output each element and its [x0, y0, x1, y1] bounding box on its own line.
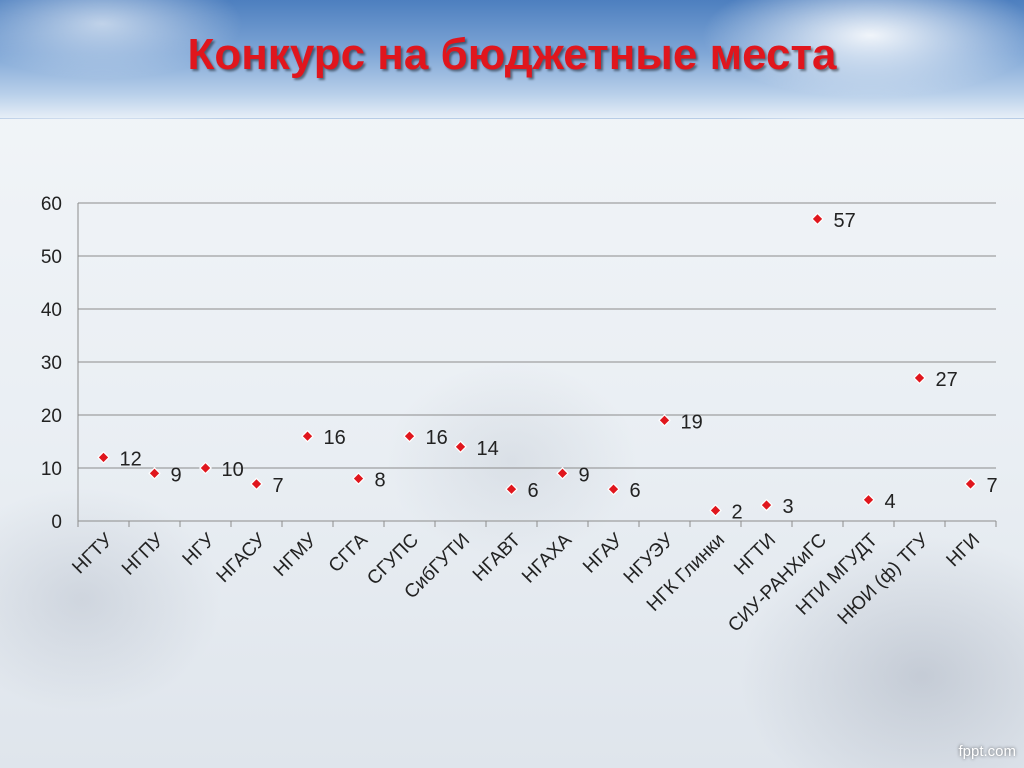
- x-category-label: НГМУ: [270, 529, 322, 581]
- x-category-label: НГУ: [179, 529, 220, 570]
- data-point: [913, 371, 926, 385]
- data-label: 7: [987, 475, 998, 497]
- y-tick-label: 0: [51, 512, 62, 533]
- data-label: 9: [579, 464, 590, 486]
- data-point: [760, 498, 773, 512]
- data-label: 2: [732, 501, 743, 523]
- header-band: [0, 0, 1024, 119]
- y-tick-label: 30: [41, 353, 62, 374]
- x-category-label: НГАСУ: [213, 529, 271, 587]
- data-label: 19: [681, 411, 703, 433]
- x-category-label: НГПУ: [118, 529, 169, 580]
- x-category-label: НГИ: [943, 530, 984, 571]
- data-label: 10: [222, 459, 244, 481]
- y-tick-label: 10: [41, 459, 62, 480]
- data-label: 6: [630, 480, 641, 502]
- data-point: [352, 472, 365, 485]
- data-label: 8: [375, 470, 386, 492]
- data-point: [301, 429, 314, 443]
- watermark: fppt.com: [958, 743, 1016, 760]
- data-point: [862, 493, 875, 507]
- x-category-label: СГГА: [325, 529, 372, 576]
- data-label: 12: [120, 448, 142, 470]
- y-tick-label: 50: [41, 247, 62, 268]
- y-tick-label: 40: [41, 300, 62, 321]
- data-label: 9: [171, 464, 182, 486]
- x-category-label: НГАУ: [579, 529, 627, 577]
- y-tick-label: 60: [41, 194, 62, 215]
- data-point: [607, 482, 620, 496]
- data-label: 6: [528, 480, 539, 502]
- x-category-label: НГАВТ: [469, 529, 525, 585]
- data-point: [148, 466, 161, 480]
- data-point: [811, 212, 824, 226]
- data-point: [97, 451, 110, 464]
- data-label: 7: [273, 475, 284, 497]
- data-label: 27: [936, 369, 958, 391]
- data-label: 14: [477, 438, 499, 460]
- slide-title: Конкурс на бюджетные места: [187, 30, 837, 79]
- data-point: [964, 477, 977, 491]
- data-point: [454, 440, 467, 454]
- x-category-label: НГТУ: [68, 529, 117, 578]
- data-label: 16: [324, 427, 346, 449]
- data-point: [709, 504, 722, 517]
- data-point: [199, 461, 212, 475]
- data-point: [403, 429, 416, 443]
- y-tick-label: 20: [41, 406, 62, 427]
- x-category-label: НГАХА: [518, 529, 576, 587]
- data-point: [556, 466, 569, 480]
- data-point: [250, 477, 263, 491]
- data-label: 16: [426, 427, 448, 449]
- data-point: [658, 413, 671, 427]
- data-label: 3: [783, 496, 794, 518]
- data-point: [505, 482, 518, 496]
- x-category-label: НЮИ (ф) ТГУ: [834, 529, 934, 629]
- data-label: 57: [834, 210, 856, 232]
- data-label: 4: [885, 491, 896, 513]
